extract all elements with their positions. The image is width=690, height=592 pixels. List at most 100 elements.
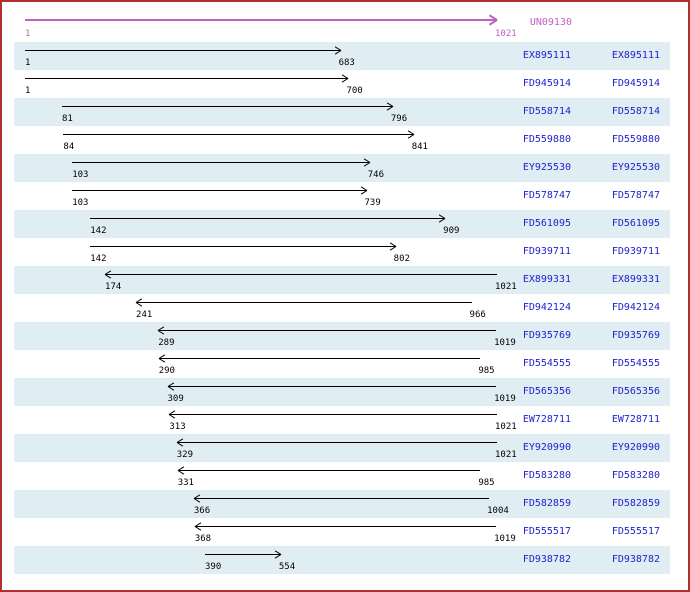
read-end-coordinate: 554 bbox=[278, 562, 296, 572]
read-arrow[interactable] bbox=[158, 330, 497, 331]
read-arrow[interactable] bbox=[169, 414, 497, 415]
read-start-coordinate: 390 bbox=[205, 562, 222, 572]
read-arrow[interactable] bbox=[25, 50, 341, 51]
read-end-coordinate: 796 bbox=[390, 114, 408, 124]
row-band bbox=[14, 266, 670, 294]
read-id-link[interactable]: FD935769 bbox=[522, 330, 571, 341]
reference-arrow[interactable] bbox=[25, 19, 497, 21]
read-end-coordinate: 985 bbox=[478, 366, 495, 376]
alignment-row: 1 700 FD945914 FD945914 bbox=[2, 70, 688, 98]
read-arrow[interactable] bbox=[194, 526, 497, 527]
read-id-link[interactable]: FD578747 bbox=[522, 190, 571, 201]
read-start-coordinate: 290 bbox=[158, 366, 175, 376]
read-id-link-secondary[interactable]: FD559880 bbox=[611, 134, 660, 145]
reference-start-coordinate: 1 bbox=[25, 29, 31, 39]
read-id-link-secondary[interactable]: FD942124 bbox=[611, 302, 660, 313]
read-start-coordinate: 241 bbox=[136, 310, 153, 320]
read-id-link[interactable]: FD583280 bbox=[522, 470, 571, 481]
read-end-coordinate: 841 bbox=[411, 142, 428, 152]
read-arrow[interactable] bbox=[90, 218, 446, 219]
read-end-coordinate: 1004 bbox=[487, 506, 509, 516]
read-arrow[interactable] bbox=[72, 162, 370, 163]
row-band bbox=[14, 546, 670, 574]
read-id-link[interactable]: FD558714 bbox=[522, 106, 571, 117]
read-id-link[interactable]: FD582859 bbox=[522, 498, 571, 509]
read-end-coordinate: 802 bbox=[393, 254, 410, 264]
read-id-link[interactable]: FD942124 bbox=[522, 302, 571, 313]
alignment-row: 103 739 FD578747 FD578747 bbox=[2, 182, 688, 210]
read-arrow[interactable] bbox=[167, 386, 497, 387]
read-id-link[interactable]: EX899331 bbox=[522, 274, 571, 285]
read-id-link-secondary[interactable]: FD938782 bbox=[611, 554, 660, 565]
read-id-link-secondary[interactable]: FD935769 bbox=[611, 330, 660, 341]
read-id-link[interactable]: FD559880 bbox=[522, 134, 571, 145]
read-id-link-secondary[interactable]: FD554555 bbox=[611, 358, 660, 369]
read-id-link-secondary[interactable]: FD583280 bbox=[611, 470, 660, 481]
read-arrow[interactable] bbox=[72, 190, 367, 191]
read-start-coordinate: 84 bbox=[63, 142, 75, 152]
read-id-link-secondary[interactable]: EX895111 bbox=[611, 50, 660, 61]
read-arrow[interactable] bbox=[63, 134, 414, 135]
read-start-coordinate: 309 bbox=[167, 394, 184, 404]
read-id-link[interactable]: FD561095 bbox=[522, 218, 571, 229]
read-arrow[interactable] bbox=[205, 554, 281, 555]
alignment-row: 390 554 FD938782 FD938782 bbox=[2, 546, 688, 574]
read-id-link[interactable]: EX895111 bbox=[522, 50, 571, 61]
alignment-row: 142 802 FD939711 FD939711 bbox=[2, 238, 688, 266]
read-id-link-secondary[interactable]: FD565356 bbox=[611, 386, 660, 397]
row-band bbox=[14, 322, 670, 350]
read-end-coordinate: 909 bbox=[443, 226, 460, 236]
reference-id-label[interactable]: UN09130 bbox=[529, 17, 572, 28]
read-arrow[interactable] bbox=[90, 246, 396, 247]
read-id-link-secondary[interactable]: FD945914 bbox=[611, 78, 660, 89]
read-id-link[interactable]: FD945914 bbox=[522, 78, 571, 89]
read-arrow[interactable] bbox=[62, 106, 393, 107]
read-end-coordinate: 1021 bbox=[495, 282, 517, 292]
read-end-coordinate: 1019 bbox=[494, 394, 516, 404]
read-arrow[interactable] bbox=[25, 78, 349, 79]
alignment-row: 142 909 FD561095 FD561095 bbox=[2, 210, 688, 238]
read-arrow[interactable] bbox=[177, 470, 481, 471]
read-id-link[interactable]: EY920990 bbox=[522, 442, 571, 453]
read-start-coordinate: 368 bbox=[194, 534, 212, 544]
read-id-link-secondary[interactable]: FD578747 bbox=[611, 190, 660, 201]
alignment-row: 368 1019 FD555517 FD555517 bbox=[2, 518, 688, 546]
read-id-link-secondary[interactable]: EW728711 bbox=[611, 414, 660, 425]
read-arrow[interactable] bbox=[105, 274, 497, 275]
row-band bbox=[14, 210, 670, 238]
read-start-coordinate: 1 bbox=[25, 86, 31, 96]
read-end-coordinate: 1021 bbox=[495, 450, 517, 460]
read-id-link[interactable]: FD939711 bbox=[522, 246, 571, 257]
read-start-coordinate: 313 bbox=[169, 422, 186, 432]
read-end-coordinate: 739 bbox=[364, 198, 381, 208]
read-id-link-secondary[interactable]: EY920990 bbox=[611, 442, 660, 453]
read-id-link[interactable]: FD938782 bbox=[522, 554, 571, 565]
alignment-row: 103 746 EY925530 EY925530 bbox=[2, 154, 688, 182]
read-id-link-secondary[interactable]: FD561095 bbox=[611, 218, 660, 229]
read-id-link-secondary[interactable]: EY925530 bbox=[611, 162, 660, 173]
read-id-link-secondary[interactable]: FD555517 bbox=[611, 526, 660, 537]
alignment-row: 241 966 FD942124 FD942124 bbox=[2, 294, 688, 322]
alignment-row: 366 1004 FD582859 FD582859 bbox=[2, 490, 688, 518]
read-end-coordinate: 683 bbox=[338, 58, 355, 68]
read-arrow[interactable] bbox=[136, 302, 472, 303]
read-id-link[interactable]: FD554555 bbox=[522, 358, 571, 369]
read-id-link-secondary[interactable]: FD582859 bbox=[611, 498, 660, 509]
read-id-link[interactable]: EW728711 bbox=[522, 414, 571, 425]
read-id-link-secondary[interactable]: EX899331 bbox=[611, 274, 660, 285]
read-arrow[interactable] bbox=[176, 442, 497, 443]
read-start-coordinate: 329 bbox=[176, 450, 194, 460]
read-id-link[interactable]: EY925530 bbox=[522, 162, 571, 173]
read-end-coordinate: 966 bbox=[469, 310, 486, 320]
read-arrow[interactable] bbox=[193, 498, 490, 499]
read-id-link-secondary[interactable]: FD558714 bbox=[611, 106, 660, 117]
read-end-coordinate: 1021 bbox=[495, 422, 517, 432]
alignment-row: 331 985 FD583280 FD583280 bbox=[2, 462, 688, 490]
read-id-link-secondary[interactable]: FD939711 bbox=[611, 246, 660, 257]
read-id-link[interactable]: FD555517 bbox=[522, 526, 571, 537]
read-arrow[interactable] bbox=[158, 358, 481, 359]
read-id-link[interactable]: FD565356 bbox=[522, 386, 571, 397]
alignment-row: 1 683 EX895111 EX895111 bbox=[2, 42, 688, 70]
reference-end-coordinate: 1021 bbox=[495, 29, 517, 39]
alignment-row: 329 1021 EY920990 EY920990 bbox=[2, 434, 688, 462]
